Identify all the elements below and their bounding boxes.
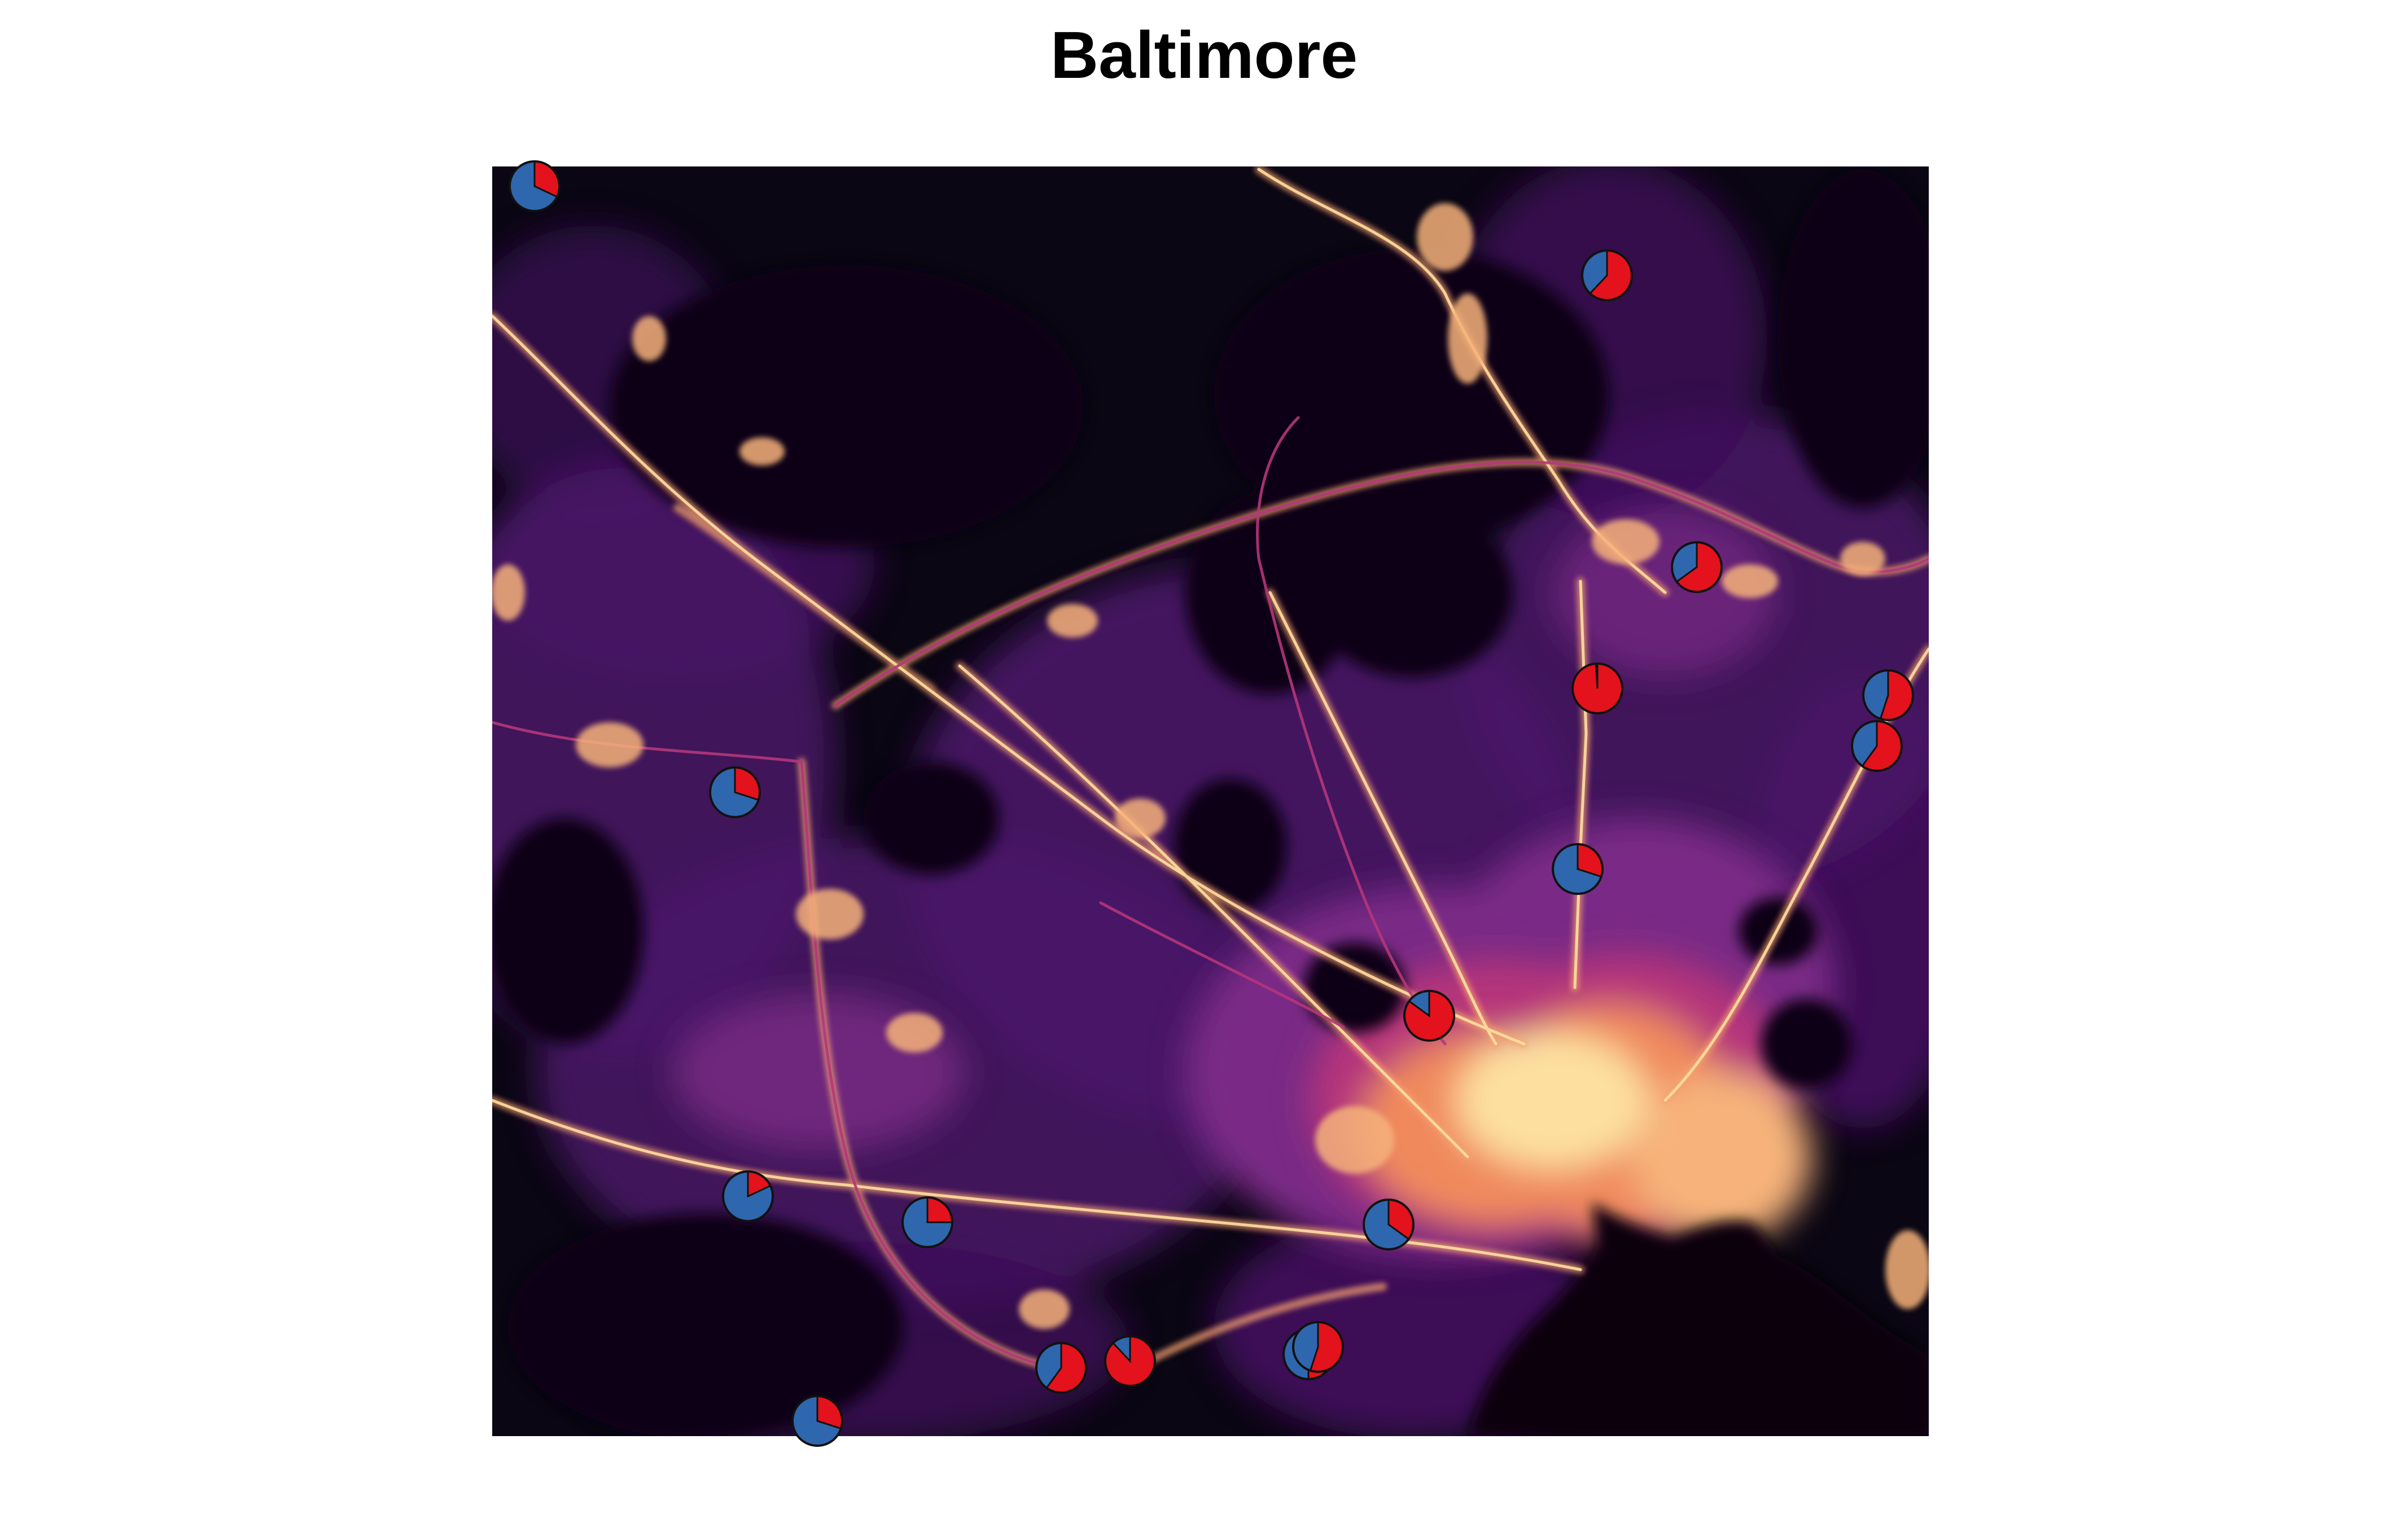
pie-marker	[1292, 1321, 1344, 1373]
pie-marker	[1363, 1199, 1415, 1250]
pie-outline	[1671, 541, 1723, 593]
pie-markers	[509, 160, 1914, 1447]
pie-outline	[1292, 1321, 1344, 1373]
pie-marker	[1862, 669, 1914, 721]
pie-outline	[1035, 1342, 1087, 1394]
pie-divider	[1577, 844, 1602, 878]
dark-patches	[492, 169, 1929, 1436]
pie-slice-red	[1590, 251, 1632, 300]
pie-outline	[1581, 249, 1633, 301]
pie-divider	[816, 1396, 842, 1430]
pie-divider	[1112, 1336, 1131, 1363]
pie-marker	[709, 766, 761, 818]
pie-marker	[1403, 990, 1455, 1042]
pie-slice-red	[748, 1171, 770, 1196]
pie-marker	[1552, 843, 1604, 895]
pie-slice-red	[1676, 542, 1722, 593]
pie-outline	[1571, 662, 1623, 714]
pie-divider	[533, 161, 558, 198]
pie-outline	[709, 766, 761, 818]
pie-marker	[791, 1395, 843, 1447]
pie-outline	[1104, 1335, 1156, 1387]
pie-slice-red	[1862, 721, 1902, 771]
pie-outline	[791, 1395, 843, 1447]
pie-outline	[1363, 1199, 1415, 1250]
pie-slice-red	[1047, 1343, 1087, 1393]
pie-divider	[1408, 991, 1430, 1017]
pie-outline	[1851, 720, 1903, 772]
pie-marker	[901, 1196, 953, 1248]
pie-divider	[926, 1197, 952, 1223]
pie-slice-red	[927, 1197, 952, 1222]
pie-outline	[722, 1170, 774, 1222]
pie-marker	[1581, 249, 1633, 301]
pie-divider	[1589, 251, 1608, 295]
road-network	[492, 166, 1929, 1375]
pie-outline	[1403, 990, 1455, 1042]
pie-divider	[1861, 721, 1878, 767]
map-title: Baltimore	[1050, 18, 1358, 93]
pie-marker	[1851, 720, 1903, 772]
pie-outline	[1862, 669, 1914, 721]
pie-marker	[1104, 1335, 1156, 1387]
pie-divider	[1595, 663, 1599, 689]
pie-divider	[1879, 670, 1889, 719]
pie-divider	[1676, 542, 1698, 583]
pie-marker	[509, 160, 561, 212]
downtown-glow	[1310, 954, 1812, 1247]
pie-divider	[1045, 1343, 1062, 1389]
pie-slice-red	[817, 1396, 842, 1429]
harbor-water	[1468, 1202, 1929, 1436]
pie-divider	[747, 1171, 771, 1198]
pie-marker	[1671, 541, 1723, 593]
pie-marker	[722, 1170, 774, 1222]
pie-divider	[734, 767, 759, 801]
bright-patches	[492, 203, 1929, 1329]
pie-divider	[1387, 1200, 1409, 1240]
pie-divider	[1309, 1322, 1319, 1371]
pie-marker	[1571, 662, 1623, 714]
pie-marker	[1035, 1342, 1087, 1394]
pie-outline	[1552, 843, 1604, 895]
pie-outline	[901, 1196, 953, 1248]
night-lights-raster	[492, 166, 1929, 1436]
pie-slice-red	[735, 767, 760, 800]
pie-slice-red	[1578, 844, 1603, 877]
pie-outline	[509, 160, 561, 212]
